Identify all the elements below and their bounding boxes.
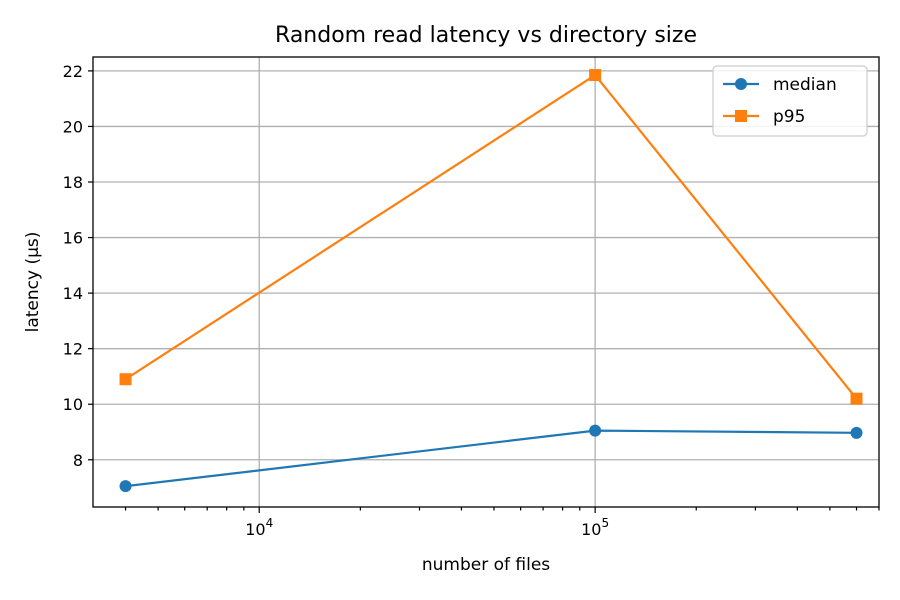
legend-label-median: median [773,75,837,95]
y-axis-label: latency (µs) [23,232,43,333]
x-axis-label: number of files [422,555,550,575]
y-tick-label: 20 [63,117,83,136]
y-tick-label: 22 [63,62,83,81]
y-tick-label: 18 [63,173,83,192]
point-p95 [850,392,863,405]
y-tick-label: 14 [63,284,83,303]
point-median [589,424,602,437]
y-tick-label: 8 [73,451,83,470]
legend: median p95 [712,65,868,137]
chart-title: Random read latency vs directory size [275,23,697,48]
legend-label-p95: p95 [773,107,805,127]
x-tick-base: 10 [245,520,265,539]
y-tick-label: 10 [63,395,83,414]
plot-frame [92,56,880,508]
y-tick-label: 16 [63,229,83,248]
x-tick-label: 105 [581,516,609,539]
series-layer [119,69,863,493]
legend-marker-median [735,78,747,90]
legend-marker-p95 [735,110,747,122]
point-p95 [119,373,132,386]
x-tick-exponent: 4 [266,516,274,530]
point-p95 [589,69,602,82]
x-tick-exponent: 5 [601,516,609,530]
point-median [119,480,132,493]
point-median [850,426,863,439]
y-tick-label: 12 [63,340,83,359]
x-tick-base: 10 [581,520,601,539]
x-tick-label: 104 [245,516,273,539]
